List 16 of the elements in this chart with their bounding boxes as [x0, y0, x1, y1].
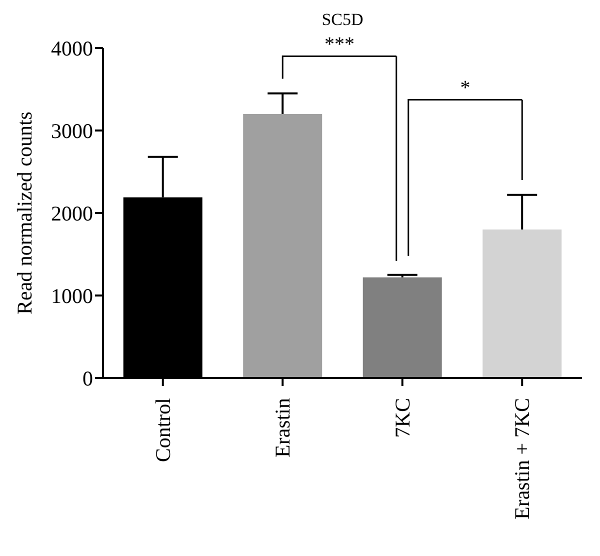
x-tick-label: Erastin — [270, 398, 295, 458]
y-tick-label: 2000 — [51, 201, 93, 226]
y-tick-label: 4000 — [51, 36, 93, 60]
x-tick-label: 7KC — [390, 398, 414, 438]
y-tick-label: 0 — [82, 366, 93, 390]
bar — [482, 230, 562, 378]
y-axis-title: Read normalized counts — [12, 112, 36, 314]
x-tick-label: Erastin + 7KC — [510, 398, 534, 520]
x-tick-label: Control — [150, 398, 175, 462]
annotation: *** — [324, 33, 354, 56]
y-tick-label: 1000 — [51, 284, 93, 308]
bar — [243, 114, 322, 378]
annotation: * — [460, 76, 470, 99]
chart-title: SC5D — [320, 10, 364, 30]
bar — [362, 277, 442, 378]
y-tick-label: 3000 — [51, 118, 93, 143]
